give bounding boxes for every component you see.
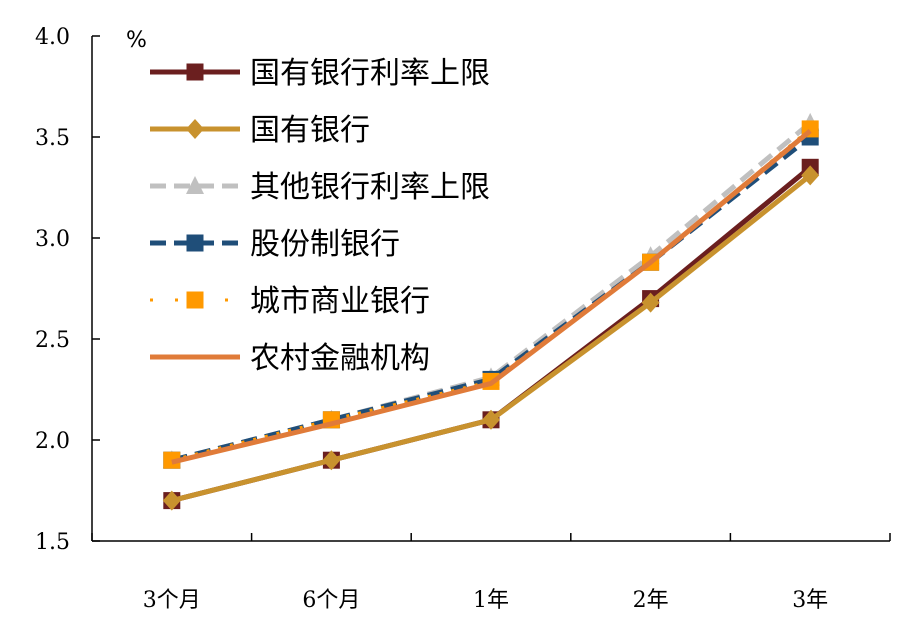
series-line [171,165,812,504]
legend-entry-5: 城市商业银行 [150,284,430,319]
legend-entry-6: 农村金融机构 [150,341,430,376]
data-point-marker [186,291,204,309]
series-line [171,129,812,465]
legend-label: 城市商业银行 [250,284,430,319]
x-tick-label: 6个月 [302,588,360,613]
legend-label: 其他银行利率上限 [250,170,490,205]
series-2 [162,165,820,511]
data-point-marker [186,176,204,194]
data-point [322,450,341,471]
legend-entry-3: 其他银行利率上限 [150,170,490,205]
legend-label: 国有银行 [250,113,370,148]
legend-label: 国有银行利率上限 [250,56,490,91]
series-1 [163,158,819,510]
data-point [641,292,660,313]
y-tick-label: 3.5 [35,126,70,151]
legend-entry-1: 国有银行利率上限 [150,56,490,91]
data-point [801,165,820,186]
data-point-marker [186,234,204,252]
y-tick-label: 3.0 [35,227,70,252]
y-tick-label: 2.0 [35,429,70,454]
series-line [171,173,812,504]
series-layer [162,112,820,511]
data-point [162,490,181,511]
legend-label: 股份制银行 [250,227,400,262]
x-tick-label: 3年 [792,588,828,613]
y-tick-label: 1.5 [35,530,70,555]
series-6 [171,129,812,465]
data-point-marker [186,119,204,139]
legend-label: 农村金融机构 [250,341,430,376]
data-point-marker [186,63,204,81]
unit-label: % [126,28,147,53]
legend-entry-2: 国有银行 [150,113,370,148]
data-point [482,409,500,430]
x-tick-label: 2年 [633,588,669,613]
x-tick-label: 1年 [473,588,509,613]
x-tick-label: 3个月 [143,588,201,613]
legend-entry-4: 股份制银行 [150,227,400,262]
y-tick-label: 2.5 [35,328,70,353]
series-line [171,127,812,462]
y-tick-label: 4.0 [35,25,70,50]
chart-axes: 4.0 3.5 3.0 2.5 2.0 1.5% 3个月 6个月 1年 2年 3年 [35,25,891,613]
